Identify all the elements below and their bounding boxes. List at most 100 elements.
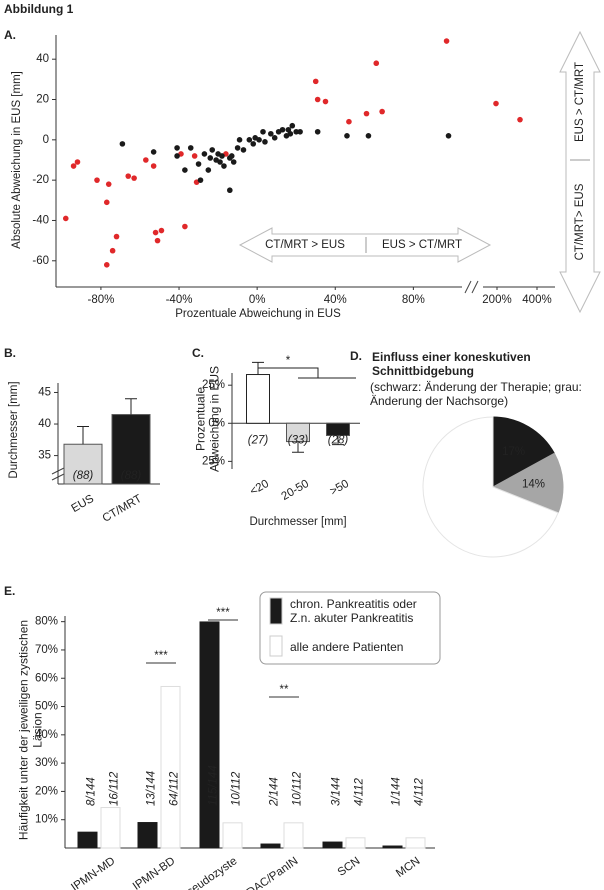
pie-slice — [422, 416, 559, 558]
y-axis-label: Prozentuale Abweichung in EUS — [193, 365, 222, 473]
bar — [405, 837, 426, 849]
legend-swatch — [269, 635, 283, 657]
data-point — [346, 118, 352, 125]
annotation: CT/MRT > EUS — [265, 239, 345, 251]
y-tick-label: 70% — [35, 644, 58, 656]
y-tick-label: 25% — [202, 455, 225, 467]
data-point — [365, 133, 372, 139]
significance-bracket — [258, 367, 356, 379]
data-point — [197, 177, 204, 183]
bar — [77, 831, 98, 849]
data-point — [94, 177, 100, 183]
data-point — [246, 137, 253, 143]
error-bar — [332, 435, 344, 446]
significance-label: *** — [154, 650, 168, 662]
bar — [63, 443, 103, 485]
panel-label: D. — [350, 349, 362, 363]
x-tick-label: IPMN-BD — [131, 855, 178, 890]
data-point — [103, 199, 110, 206]
axis-break — [464, 280, 479, 294]
value-label: 4/112 — [414, 777, 426, 806]
data-point — [119, 141, 126, 147]
slice-label: 14% — [522, 478, 545, 490]
data-point — [150, 163, 157, 169]
annotation: EUS > CT/MRT — [574, 62, 586, 142]
data-point — [314, 96, 321, 103]
data-point — [312, 78, 319, 85]
y-tick-label: -20 — [32, 174, 49, 186]
data-point — [205, 167, 212, 173]
data-point — [191, 153, 198, 159]
data-point — [230, 159, 237, 165]
bar — [283, 822, 304, 849]
y-tick-label: 45 — [38, 387, 51, 399]
y-axis-label: Häufigkeit unter der jeweiligen zystisch… — [16, 619, 45, 841]
data-point — [182, 223, 188, 230]
figure-title: Abbildung 1 — [4, 2, 74, 16]
data-point — [250, 141, 257, 147]
y-tick-label: 40 — [36, 53, 49, 65]
sample-size: (33) — [288, 434, 309, 446]
sample-size: (88) — [121, 470, 142, 482]
bar — [260, 843, 281, 849]
error-bar — [252, 361, 264, 375]
data-point — [228, 153, 235, 159]
data-point — [287, 130, 294, 137]
panel-label: E. — [4, 584, 15, 598]
y-tick-label: 60% — [35, 672, 58, 684]
bar — [246, 374, 270, 424]
data-point — [293, 128, 299, 135]
data-point — [227, 187, 233, 194]
sample-size: (27) — [248, 434, 269, 446]
data-point — [271, 135, 278, 141]
value-label: 13/144 — [146, 771, 158, 806]
y-tick-label: -40 — [32, 215, 49, 227]
pie-slice — [491, 452, 564, 514]
sample-size: (28) — [328, 434, 349, 446]
data-point — [113, 233, 120, 240]
x-tick-label: 0% — [249, 294, 266, 306]
y-tick-label: 50% — [35, 701, 58, 713]
data-point — [517, 116, 523, 123]
data-point — [152, 229, 159, 236]
data-point — [322, 98, 329, 105]
y-axis-label: Durchmesser [mm] — [8, 381, 20, 478]
y-tick-label: 30% — [35, 757, 58, 769]
data-point — [182, 167, 188, 173]
error-bar — [125, 398, 137, 415]
annotation: EUS > CT/MRT — [382, 239, 462, 251]
value-label: 1/144 — [391, 777, 403, 806]
data-point — [103, 262, 110, 268]
x-tick-label: EUS — [70, 493, 97, 515]
value-label: 16/112 — [109, 771, 121, 806]
x-tick-label: 200% — [482, 294, 511, 306]
x-tick-label: PDAC/PanIN — [239, 855, 301, 890]
value-label: 2/144 — [269, 777, 281, 807]
data-point — [314, 128, 321, 135]
value-label: 10/112 — [292, 771, 304, 806]
sample-size: (88) — [73, 470, 94, 482]
y-tick-label: 0 — [43, 134, 49, 146]
data-point — [297, 128, 303, 135]
data-point — [217, 159, 223, 165]
annotation: CT/MRT> EUS — [574, 183, 586, 260]
bar — [322, 841, 343, 849]
value-label: 115/144 — [208, 765, 220, 806]
x-axis-label: Prozentuale Abweichung in EUS — [175, 308, 341, 320]
data-point — [70, 163, 77, 169]
bar — [137, 822, 158, 849]
data-point — [493, 100, 499, 107]
data-point — [373, 60, 380, 67]
data-point — [150, 149, 157, 155]
data-point — [62, 215, 69, 222]
data-point — [445, 133, 452, 139]
data-point — [262, 139, 268, 145]
slice-label: 17% — [502, 446, 525, 458]
x-axis-label: Durchmesser [mm] — [249, 516, 346, 528]
y-tick-label: 40 — [38, 418, 51, 430]
data-point — [443, 38, 450, 44]
data-point — [219, 153, 225, 159]
x-tick-label: -40% — [166, 294, 193, 306]
data-point — [125, 173, 132, 179]
